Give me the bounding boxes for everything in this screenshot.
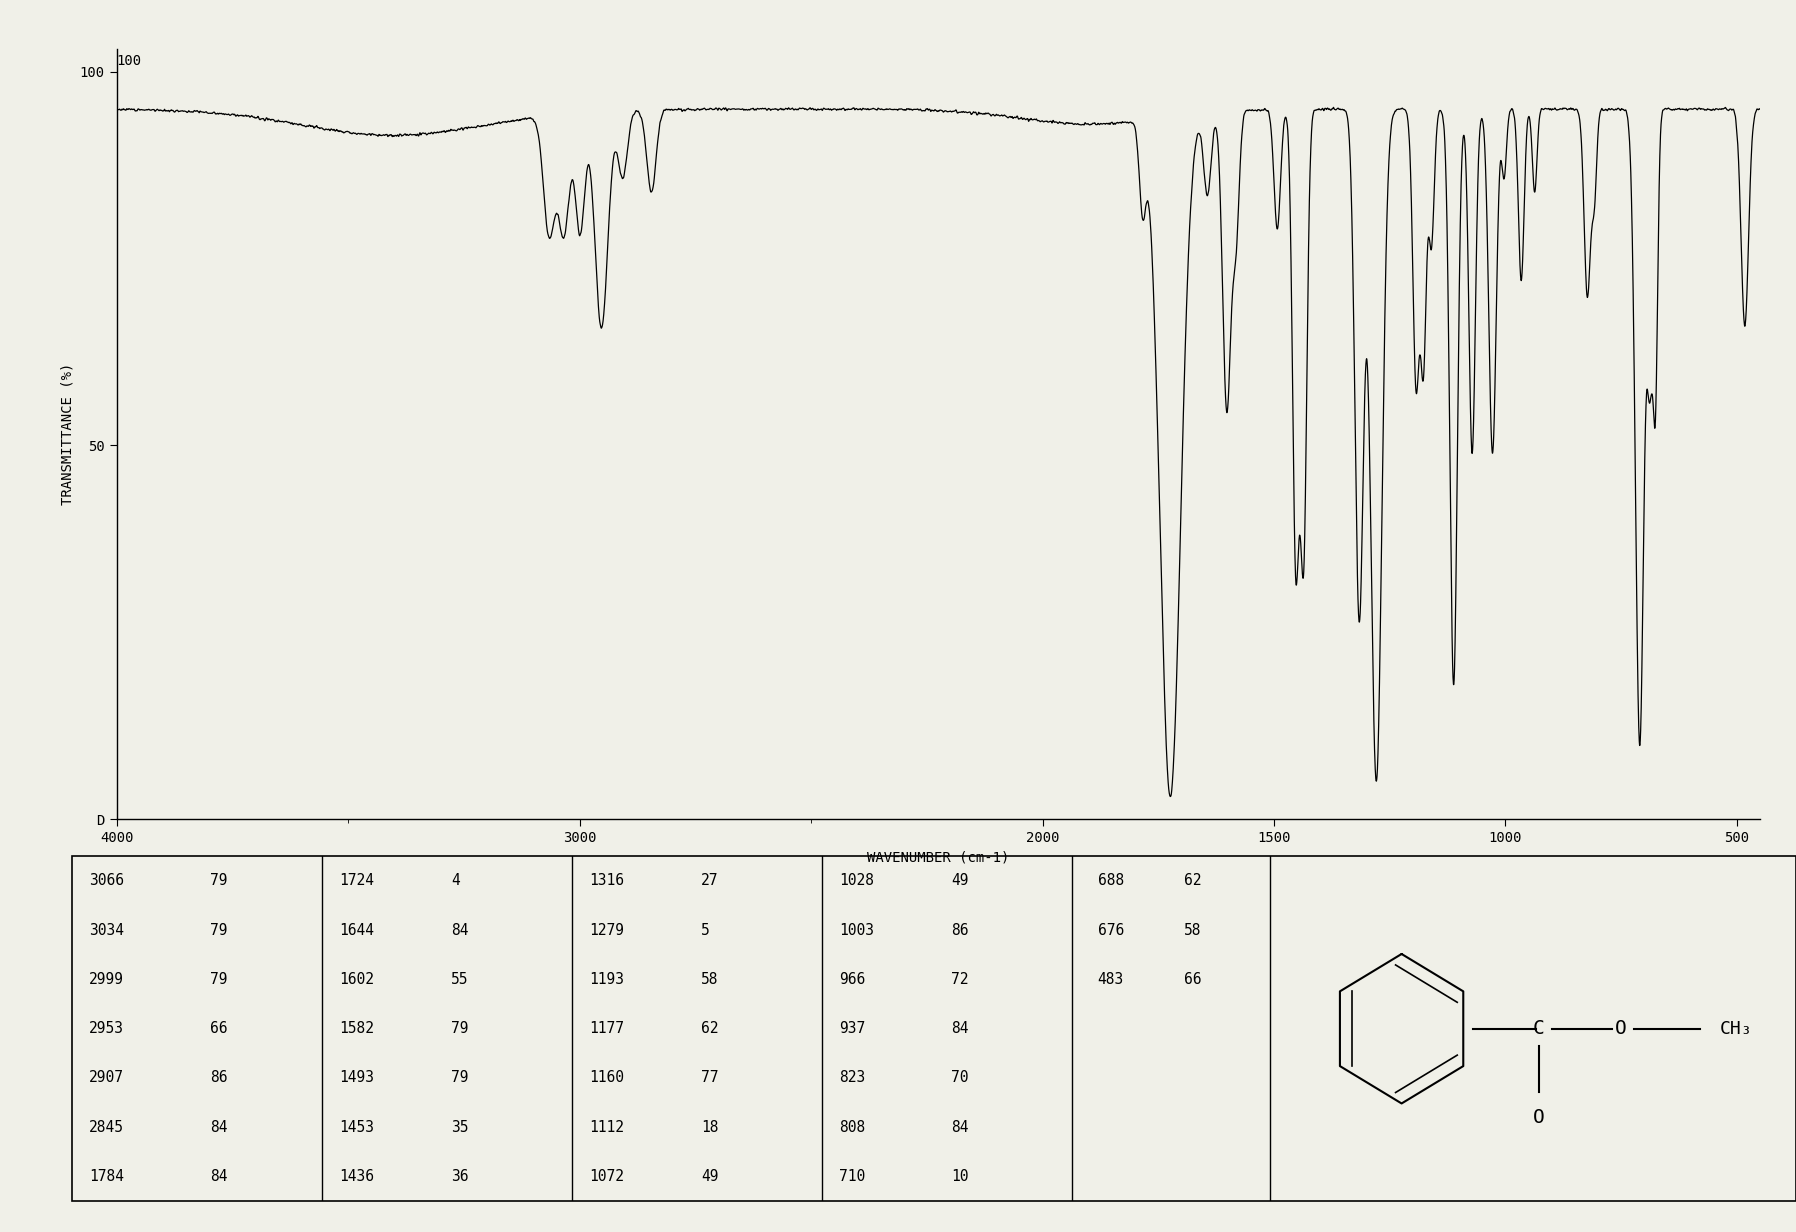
Text: 86: 86 (952, 923, 968, 938)
Text: 2845: 2845 (90, 1120, 124, 1135)
Text: 1072: 1072 (589, 1169, 623, 1184)
Y-axis label: TRANSMITTANCE (%): TRANSMITTANCE (%) (61, 363, 74, 505)
Text: 79: 79 (451, 1021, 469, 1036)
Text: 72: 72 (952, 972, 968, 987)
Text: 1602: 1602 (339, 972, 374, 987)
Text: 1193: 1193 (589, 972, 623, 987)
Text: 35: 35 (451, 1120, 469, 1135)
Text: 62: 62 (1184, 873, 1202, 888)
Text: 1160: 1160 (589, 1071, 623, 1085)
Text: 1493: 1493 (339, 1071, 374, 1085)
Text: 62: 62 (700, 1021, 718, 1036)
Text: 1028: 1028 (839, 873, 875, 888)
Text: 10: 10 (952, 1169, 968, 1184)
Text: 1644: 1644 (339, 923, 374, 938)
Text: 676: 676 (1097, 923, 1124, 938)
Text: 1453: 1453 (339, 1120, 374, 1135)
X-axis label: WAVENUMBER (cm-1): WAVENUMBER (cm-1) (867, 850, 1009, 865)
Text: 27: 27 (700, 873, 718, 888)
Text: 2953: 2953 (90, 1021, 124, 1036)
Text: 49: 49 (952, 873, 968, 888)
Text: 710: 710 (839, 1169, 866, 1184)
Text: O: O (1615, 1019, 1627, 1039)
Text: 66: 66 (210, 1021, 228, 1036)
Text: 55: 55 (451, 972, 469, 987)
Text: 1436: 1436 (339, 1169, 374, 1184)
Text: 1582: 1582 (339, 1021, 374, 1036)
Text: 808: 808 (839, 1120, 866, 1135)
Text: 483: 483 (1097, 972, 1124, 987)
Text: 79: 79 (210, 923, 228, 938)
Text: 79: 79 (451, 1071, 469, 1085)
Text: 2999: 2999 (90, 972, 124, 987)
Text: 1784: 1784 (90, 1169, 124, 1184)
Text: 70: 70 (952, 1071, 968, 1085)
Text: 84: 84 (952, 1120, 968, 1135)
Text: 84: 84 (210, 1120, 228, 1135)
Text: 36: 36 (451, 1169, 469, 1184)
Text: 823: 823 (839, 1071, 866, 1085)
Text: 58: 58 (700, 972, 718, 987)
Text: 84: 84 (451, 923, 469, 938)
Text: 86: 86 (210, 1071, 228, 1085)
Text: 688: 688 (1097, 873, 1124, 888)
Text: 79: 79 (210, 972, 228, 987)
Text: 3034: 3034 (90, 923, 124, 938)
Text: CH₃: CH₃ (1719, 1020, 1751, 1037)
Text: 84: 84 (952, 1021, 968, 1036)
Text: 2907: 2907 (90, 1071, 124, 1085)
Text: 58: 58 (1184, 923, 1202, 938)
Text: 1279: 1279 (589, 923, 623, 938)
Text: 4: 4 (451, 873, 460, 888)
Text: 937: 937 (839, 1021, 866, 1036)
Text: 5: 5 (700, 923, 709, 938)
Text: 49: 49 (700, 1169, 718, 1184)
Text: 18: 18 (700, 1120, 718, 1135)
Text: 1112: 1112 (589, 1120, 623, 1135)
Text: 1724: 1724 (339, 873, 374, 888)
Text: 3066: 3066 (90, 873, 124, 888)
Text: 77: 77 (700, 1071, 718, 1085)
Text: 1316: 1316 (589, 873, 623, 888)
Text: 1003: 1003 (839, 923, 875, 938)
Text: 79: 79 (210, 873, 228, 888)
Text: 66: 66 (1184, 972, 1202, 987)
Text: 84: 84 (210, 1169, 228, 1184)
Text: 966: 966 (839, 972, 866, 987)
Text: 1177: 1177 (589, 1021, 623, 1036)
Text: O: O (1532, 1109, 1545, 1127)
Text: 100: 100 (117, 54, 142, 68)
Text: C: C (1532, 1019, 1545, 1039)
